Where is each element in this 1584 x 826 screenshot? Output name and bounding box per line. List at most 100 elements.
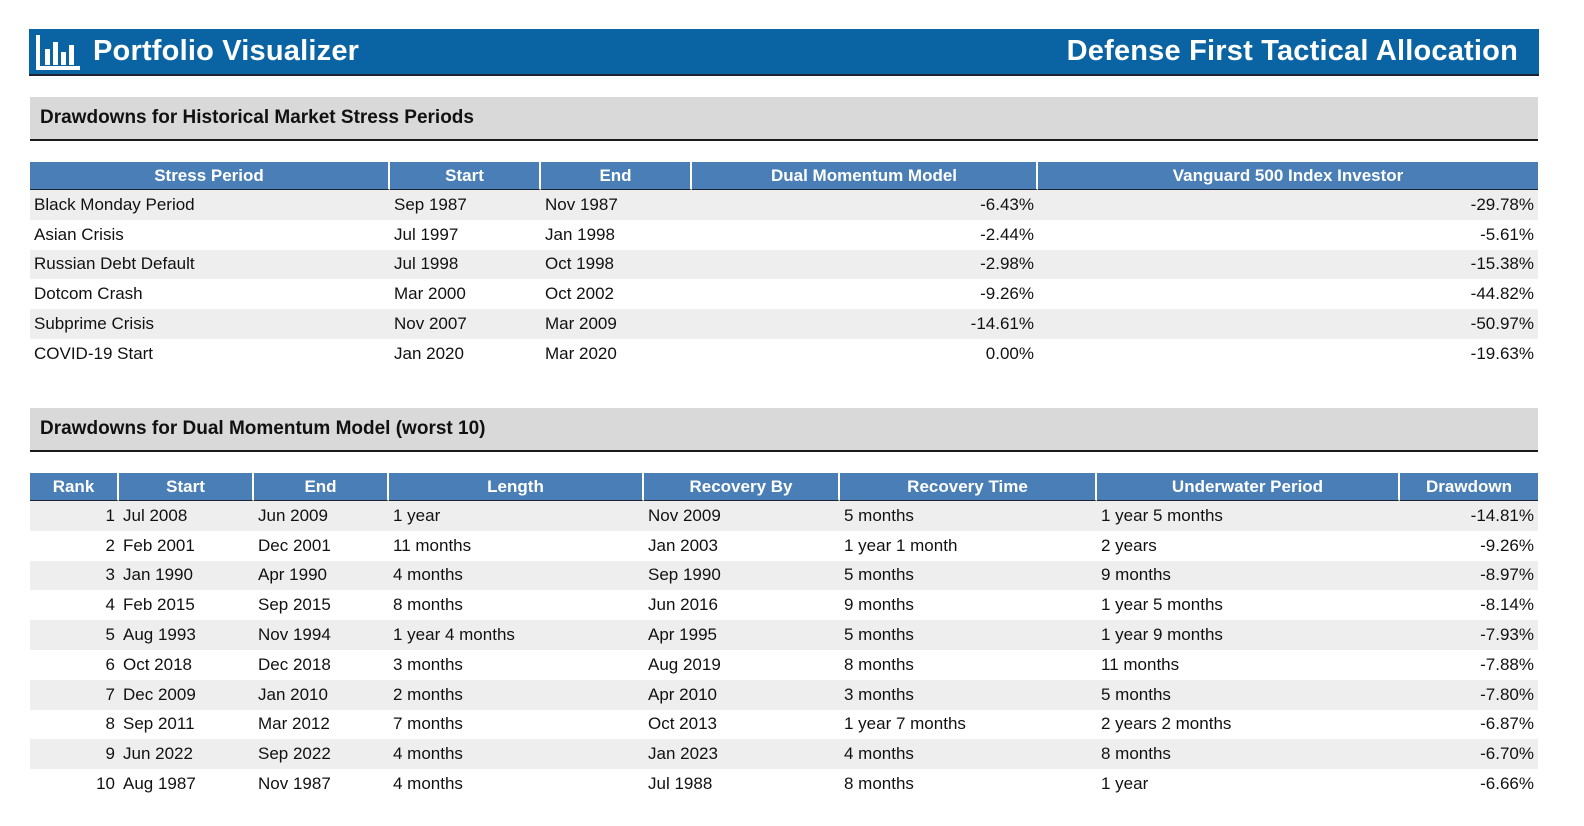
drawdowns-section-heading: Drawdowns for Dual Momentum Model (worst… bbox=[30, 408, 1538, 452]
start-date: Feb 2015 bbox=[119, 590, 254, 621]
end-date: Jun 2009 bbox=[254, 501, 389, 531]
worst-drawdowns-table: Rank Start End Length Recovery By Recove… bbox=[30, 473, 1538, 799]
drawdown-value: -6.66% bbox=[1400, 769, 1538, 799]
stress-period-name: Black Monday Period bbox=[30, 190, 390, 220]
model-drawdown: -2.44% bbox=[692, 219, 1038, 250]
column-header-stress-period[interactable]: Stress Period bbox=[30, 162, 390, 190]
underwater-period: 1 year 9 months bbox=[1097, 620, 1400, 650]
column-header-model[interactable]: Dual Momentum Model bbox=[692, 162, 1038, 190]
recovery-by: Sep 1990 bbox=[644, 560, 840, 591]
length: 4 months bbox=[389, 769, 644, 799]
end-date: Oct 2002 bbox=[541, 279, 692, 310]
column-header-recovery-by[interactable]: Recovery By bbox=[644, 473, 840, 501]
start-date: Aug 1993 bbox=[119, 620, 254, 650]
stress-periods-table: Stress Period Start End Dual Momentum Mo… bbox=[30, 162, 1538, 369]
column-header-end[interactable]: End bbox=[541, 162, 692, 190]
end-date: Dec 2001 bbox=[254, 530, 389, 561]
column-header-recovery-time[interactable]: Recovery Time bbox=[840, 473, 1097, 501]
underwater-period: 1 year 5 months bbox=[1097, 501, 1400, 531]
length: 1 year bbox=[389, 501, 644, 531]
recovery-by: Oct 2013 bbox=[644, 709, 840, 740]
benchmark-drawdown: -44.82% bbox=[1038, 279, 1538, 310]
table-row: COVID-19 Start Jan 2020 Mar 2020 0.00% -… bbox=[30, 338, 1538, 369]
benchmark-drawdown: -15.38% bbox=[1038, 249, 1538, 280]
benchmark-drawdown: -29.78% bbox=[1038, 190, 1538, 220]
start-date: Jul 1998 bbox=[390, 249, 541, 280]
recovery-time: 1 year 7 months bbox=[840, 709, 1097, 740]
start-date: Sep 1987 bbox=[390, 190, 541, 220]
recovery-by: Jan 2023 bbox=[644, 739, 840, 770]
drawdown-value: -7.93% bbox=[1400, 620, 1538, 650]
table-header-row: Stress Period Start End Dual Momentum Mo… bbox=[30, 162, 1538, 190]
end-date: Nov 1994 bbox=[254, 620, 389, 650]
drawdown-value: -7.80% bbox=[1400, 679, 1538, 710]
start-date: Sep 2011 bbox=[119, 709, 254, 740]
underwater-period: 1 year bbox=[1097, 769, 1400, 799]
recovery-time: 9 months bbox=[840, 590, 1097, 621]
rank: 6 bbox=[30, 649, 119, 680]
drawdown-value: -7.88% bbox=[1400, 649, 1538, 680]
column-header-benchmark[interactable]: Vanguard 500 Index Investor bbox=[1038, 162, 1538, 190]
benchmark-drawdown: -50.97% bbox=[1038, 309, 1538, 339]
recovery-time: 5 months bbox=[840, 501, 1097, 531]
brand[interactable]: Portfolio Visualizer bbox=[29, 33, 359, 71]
drawdown-value: -6.87% bbox=[1400, 709, 1538, 740]
length: 4 months bbox=[389, 560, 644, 591]
drawdown-value: -6.70% bbox=[1400, 739, 1538, 770]
drawdown-value: -8.97% bbox=[1400, 560, 1538, 591]
recovery-by: Jul 1988 bbox=[644, 769, 840, 799]
underwater-period: 5 months bbox=[1097, 679, 1400, 710]
model-drawdown: -14.61% bbox=[692, 309, 1038, 339]
start-date: Jan 1990 bbox=[119, 560, 254, 591]
start-date: Feb 2001 bbox=[119, 530, 254, 561]
rank: 5 bbox=[30, 620, 119, 650]
length: 4 months bbox=[389, 739, 644, 770]
length: 2 months bbox=[389, 679, 644, 710]
model-drawdown: -9.26% bbox=[692, 279, 1038, 310]
end-date: Sep 2015 bbox=[254, 590, 389, 621]
start-date: Mar 2000 bbox=[390, 279, 541, 310]
recovery-by: Jan 2003 bbox=[644, 530, 840, 561]
table-row: 6 Oct 2018 Dec 2018 3 months Aug 2019 8 month… bbox=[30, 649, 1538, 680]
stress-period-name: Russian Debt Default bbox=[30, 249, 390, 280]
column-header-drawdown[interactable]: Drawdown bbox=[1400, 473, 1538, 501]
start-date: Nov 2007 bbox=[390, 309, 541, 339]
rank: 7 bbox=[30, 679, 119, 710]
recovery-time: 1 year 1 month bbox=[840, 530, 1097, 561]
table-row: 2 Feb 2001 Dec 2001 11 months Jan 2003 1 year… bbox=[30, 530, 1538, 561]
recovery-by: Jun 2016 bbox=[644, 590, 840, 621]
table-row: 4 Feb 2015 Sep 2015 8 months Jun 2016 9 month… bbox=[30, 590, 1538, 621]
start-date: Jul 1997 bbox=[390, 219, 541, 250]
rank: 1 bbox=[30, 501, 119, 531]
start-date: Oct 2018 bbox=[119, 649, 254, 680]
end-date: Nov 1987 bbox=[254, 769, 389, 799]
column-header-start[interactable]: Start bbox=[390, 162, 541, 190]
start-date: Jun 2022 bbox=[119, 739, 254, 770]
column-header-rank[interactable]: Rank bbox=[30, 473, 119, 501]
model-drawdown: 0.00% bbox=[692, 338, 1038, 369]
table-row: 7 Dec 2009 Jan 2010 2 months Apr 2010 3 month… bbox=[30, 679, 1538, 710]
column-header-underwater-period[interactable]: Underwater Period bbox=[1097, 473, 1400, 501]
start-date: Jul 2008 bbox=[119, 501, 254, 531]
end-date: Dec 2018 bbox=[254, 649, 389, 680]
length: 7 months bbox=[389, 709, 644, 740]
recovery-time: 8 months bbox=[840, 769, 1097, 799]
column-header-start[interactable]: Start bbox=[119, 473, 254, 501]
recovery-time: 3 months bbox=[840, 679, 1097, 710]
recovery-by: Nov 2009 bbox=[644, 501, 840, 531]
length: 11 months bbox=[389, 530, 644, 561]
stress-period-name: Dotcom Crash bbox=[30, 279, 390, 310]
column-header-length[interactable]: Length bbox=[389, 473, 644, 501]
stress-section-heading: Drawdowns for Historical Market Stress P… bbox=[30, 97, 1538, 141]
table-row: Black Monday Period Sep 1987 Nov 1987 -6… bbox=[30, 190, 1538, 220]
underwater-period: 11 months bbox=[1097, 649, 1400, 680]
table-row: 9 Jun 2022 Sep 2022 4 months Jan 2023 4 month… bbox=[30, 739, 1538, 770]
end-date: Jan 1998 bbox=[541, 219, 692, 250]
rank: 8 bbox=[30, 709, 119, 740]
column-header-end[interactable]: End bbox=[254, 473, 389, 501]
start-date: Aug 1987 bbox=[119, 769, 254, 799]
end-date: Mar 2020 bbox=[541, 338, 692, 369]
page-title: Defense First Tactical Allocation bbox=[1066, 35, 1518, 67]
rank: 4 bbox=[30, 590, 119, 621]
